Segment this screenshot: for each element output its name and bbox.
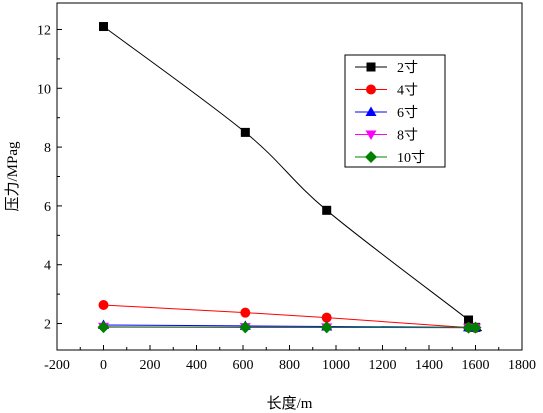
data-point xyxy=(462,321,475,334)
x-tick-label: 1400 xyxy=(415,358,443,373)
series-layer xyxy=(97,22,482,334)
y-axis-title: 压力/MPag xyxy=(4,141,21,212)
legend-marker xyxy=(365,151,377,163)
data-point xyxy=(321,312,332,323)
legend-item: 2寸 xyxy=(355,60,418,76)
y-tick-label: 8 xyxy=(44,141,51,156)
y-tick-label: 6 xyxy=(44,200,51,215)
legend-item: 4寸 xyxy=(355,83,418,99)
x-tick-label: 1200 xyxy=(369,358,397,373)
x-axis-title: 长度/m xyxy=(267,395,313,412)
legend-item: 6寸 xyxy=(355,105,418,121)
legend-marker xyxy=(365,106,377,116)
data-point xyxy=(464,315,474,325)
y-tick-label: 4 xyxy=(44,259,51,274)
legend-item: 8寸 xyxy=(355,128,418,144)
x-tick-label: 200 xyxy=(140,358,161,373)
legend-label: 8寸 xyxy=(397,128,418,144)
legend-marker xyxy=(366,62,376,72)
data-point xyxy=(322,205,332,215)
x-tick-label: 400 xyxy=(186,358,207,373)
data-point xyxy=(239,321,252,334)
axis-layer: -200 0 200 400 600 800 1000 1200 1400 1600 1800 2 4 6… xyxy=(37,23,536,373)
legend-label: 2寸 xyxy=(397,60,418,76)
data-point xyxy=(98,300,109,311)
data-point xyxy=(240,307,251,318)
y-tick-label: 10 xyxy=(37,82,51,97)
data-point xyxy=(469,321,482,334)
x-tick-label: 0 xyxy=(100,358,107,373)
x-tick-label: 1000 xyxy=(322,358,350,373)
data-point xyxy=(99,22,108,32)
x-tick-label: 600 xyxy=(233,358,254,373)
legend-box xyxy=(344,54,446,168)
legend-label: 10寸 xyxy=(397,150,425,166)
data-point xyxy=(97,321,110,334)
legend-label: 6寸 xyxy=(397,105,418,121)
data-point xyxy=(240,127,250,137)
legend: 2寸 4寸 6寸 8寸 10寸 xyxy=(344,54,446,168)
y-tick-label: 2 xyxy=(44,318,51,333)
legend-item: 10寸 xyxy=(355,150,425,166)
legend-label: 4寸 xyxy=(397,83,418,99)
legend-marker xyxy=(365,130,377,140)
x-tick-label: 800 xyxy=(279,358,300,373)
series-5 xyxy=(97,321,482,334)
x-tick-label: 1600 xyxy=(462,358,490,373)
data-point xyxy=(320,321,333,334)
x-tick-label: -200 xyxy=(44,358,70,373)
y-tick-label: 12 xyxy=(37,23,51,38)
series-line xyxy=(103,326,476,329)
x-tick-label: 1800 xyxy=(508,358,536,373)
legend-marker xyxy=(366,84,376,95)
